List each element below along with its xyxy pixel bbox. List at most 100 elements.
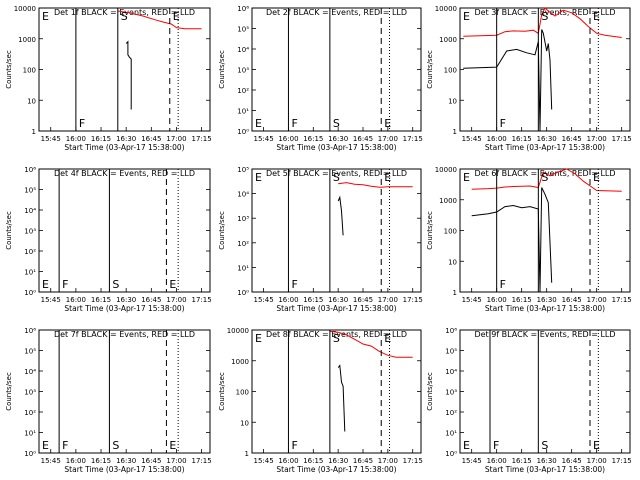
y-tick-label: 10⁴: [445, 368, 457, 376]
panel-title: Det 9f BLACK = Events, RED = LLD: [474, 330, 615, 339]
x-tick-label: 16:00: [487, 457, 507, 465]
y-tick-label: 10000: [227, 327, 249, 335]
x-tick-label: 16:00: [278, 296, 298, 304]
y-tick-label: 10²: [24, 409, 36, 417]
x-tick-label: 16:45: [562, 296, 582, 304]
x-tick-label: 15:45: [254, 296, 274, 304]
x-tick-label: 16:45: [141, 135, 161, 143]
x-tick-label: 17:00: [378, 296, 398, 304]
panel-9: Det 9f BLACK = Events, RED = LLD Counts/s…: [426, 327, 632, 474]
y-tick-label: 10¹: [24, 430, 36, 438]
x-tick-label: 15:45: [462, 457, 482, 465]
panel-2: Det 2f BLACK = Events, RED = LLD Counts/s…: [218, 5, 423, 152]
x-tick-label: 16:45: [141, 296, 161, 304]
y-tick-label: 10: [448, 97, 457, 105]
marker-label: S: [541, 439, 548, 452]
marker-label: S: [112, 439, 119, 452]
y-axis-label: Counts/sec: [426, 211, 434, 250]
lld-series-line: [463, 7, 622, 38]
x-tick-label: 16:45: [141, 457, 161, 465]
marker-label: E: [384, 117, 391, 130]
x-axis-label: Start Time (03-Apr-17 15:38:00): [276, 304, 396, 313]
marker-label: F: [291, 117, 297, 130]
marker-label: E: [42, 10, 49, 23]
x-tick-label: 16:45: [562, 135, 582, 143]
x-axis-label: Start Time (03-Apr-17 15:38:00): [485, 304, 605, 313]
marker-label: E: [593, 10, 600, 23]
y-tick-label: 10⁵: [24, 348, 36, 356]
y-axis-label: Counts/sec: [426, 372, 434, 411]
y-tick-label: 10³: [445, 389, 457, 397]
x-tick-label: 16:30: [116, 296, 136, 304]
x-axis-label: Start Time (03-Apr-17 15:38:00): [64, 304, 184, 313]
plot-frame: [38, 7, 211, 132]
marker-label: E: [169, 278, 176, 291]
x-tick-label: 16:30: [328, 296, 348, 304]
y-axis-label: Counts/sec: [5, 372, 13, 411]
y-tick-label: 1000: [231, 358, 249, 366]
x-tick-label: 17:00: [378, 135, 398, 143]
marker-label: F: [62, 278, 68, 291]
y-tick-label: 10³: [237, 215, 249, 223]
x-tick-label: 16:15: [91, 457, 111, 465]
y-tick-label: 10⁰: [445, 450, 457, 458]
marker-label: E: [384, 332, 391, 345]
x-tick-label: 17:15: [612, 135, 632, 143]
y-tick-label: 100: [444, 67, 457, 75]
x-tick-label: 15:45: [254, 135, 274, 143]
marker-label: E: [463, 171, 470, 184]
x-tick-label: 16:15: [91, 296, 111, 304]
y-tick-label: 10³: [24, 228, 36, 236]
x-tick-label: 16:15: [303, 135, 323, 143]
y-tick-label: 10000: [435, 166, 457, 174]
marker-label: E: [169, 439, 176, 452]
marker-label: F: [79, 117, 85, 130]
x-tick-label: 16:30: [537, 457, 557, 465]
panel-title: Det 7f BLACK = Events, RED = LLD: [54, 330, 195, 339]
x-axis-label: Start Time (03-Apr-17 15:38:00): [64, 143, 184, 152]
x-tick-label: 15:45: [41, 457, 61, 465]
panel-6: Det 6f BLACK = Events, RED = LLDCounts/s…: [426, 166, 632, 313]
x-axis-label: Start Time (03-Apr-17 15:38:00): [485, 465, 605, 474]
y-tick-label: 10⁴: [237, 46, 249, 54]
x-tick-label: 16:00: [278, 135, 298, 143]
x-tick-label: 17:00: [166, 135, 186, 143]
x-tick-label: 16:45: [353, 457, 373, 465]
plot-frame: [459, 168, 631, 293]
x-tick-label: 15:45: [41, 296, 61, 304]
x-tick-label: 17:15: [192, 457, 212, 465]
panel-title: Det 3f BLACK = Events, RED = LLD: [474, 8, 615, 17]
marker-label: S: [333, 117, 340, 130]
events-series-line: [125, 40, 132, 110]
y-tick-label: 10¹: [24, 269, 36, 277]
x-tick-label: 16:00: [278, 457, 298, 465]
y-tick-label: 10²: [445, 409, 457, 417]
plot-frame: [251, 329, 422, 454]
y-tick-label: 10⁶: [24, 166, 36, 174]
marker-label: S: [541, 10, 548, 23]
y-tick-label: 10⁵: [445, 348, 457, 356]
y-tick-label: 10²: [24, 248, 36, 256]
panel-1: Det 1f BLACK = Events, RED = LLDCounts/s…: [5, 5, 212, 152]
y-tick-label: 1: [453, 289, 457, 297]
x-tick-label: 16:00: [66, 457, 86, 465]
x-axis-label: Start Time (03-Apr-17 15:38:00): [64, 465, 184, 474]
y-tick-label: 10¹: [445, 430, 457, 438]
panel-title: Det 5f BLACK = Events, RED = LLD: [266, 169, 407, 178]
y-tick-label: 10⁶: [24, 327, 36, 335]
y-tick-label: 10²: [237, 240, 249, 248]
x-tick-label: 17:00: [378, 457, 398, 465]
x-tick-label: 15:45: [462, 135, 482, 143]
x-tick-label: 16:45: [562, 457, 582, 465]
x-tick-label: 16:45: [353, 296, 373, 304]
lld-series-line: [471, 168, 622, 192]
x-tick-label: 16:00: [487, 296, 507, 304]
marker-label: E: [593, 439, 600, 452]
lld-series-line: [329, 330, 413, 358]
plot-frame: [459, 329, 631, 454]
x-tick-label: 17:15: [403, 457, 423, 465]
marker-label: S: [333, 171, 340, 184]
y-axis-label: Counts/sec: [218, 50, 226, 89]
marker-label: F: [493, 439, 499, 452]
panel-title: Det 4f BLACK = Events, RED = LLD: [54, 169, 195, 178]
